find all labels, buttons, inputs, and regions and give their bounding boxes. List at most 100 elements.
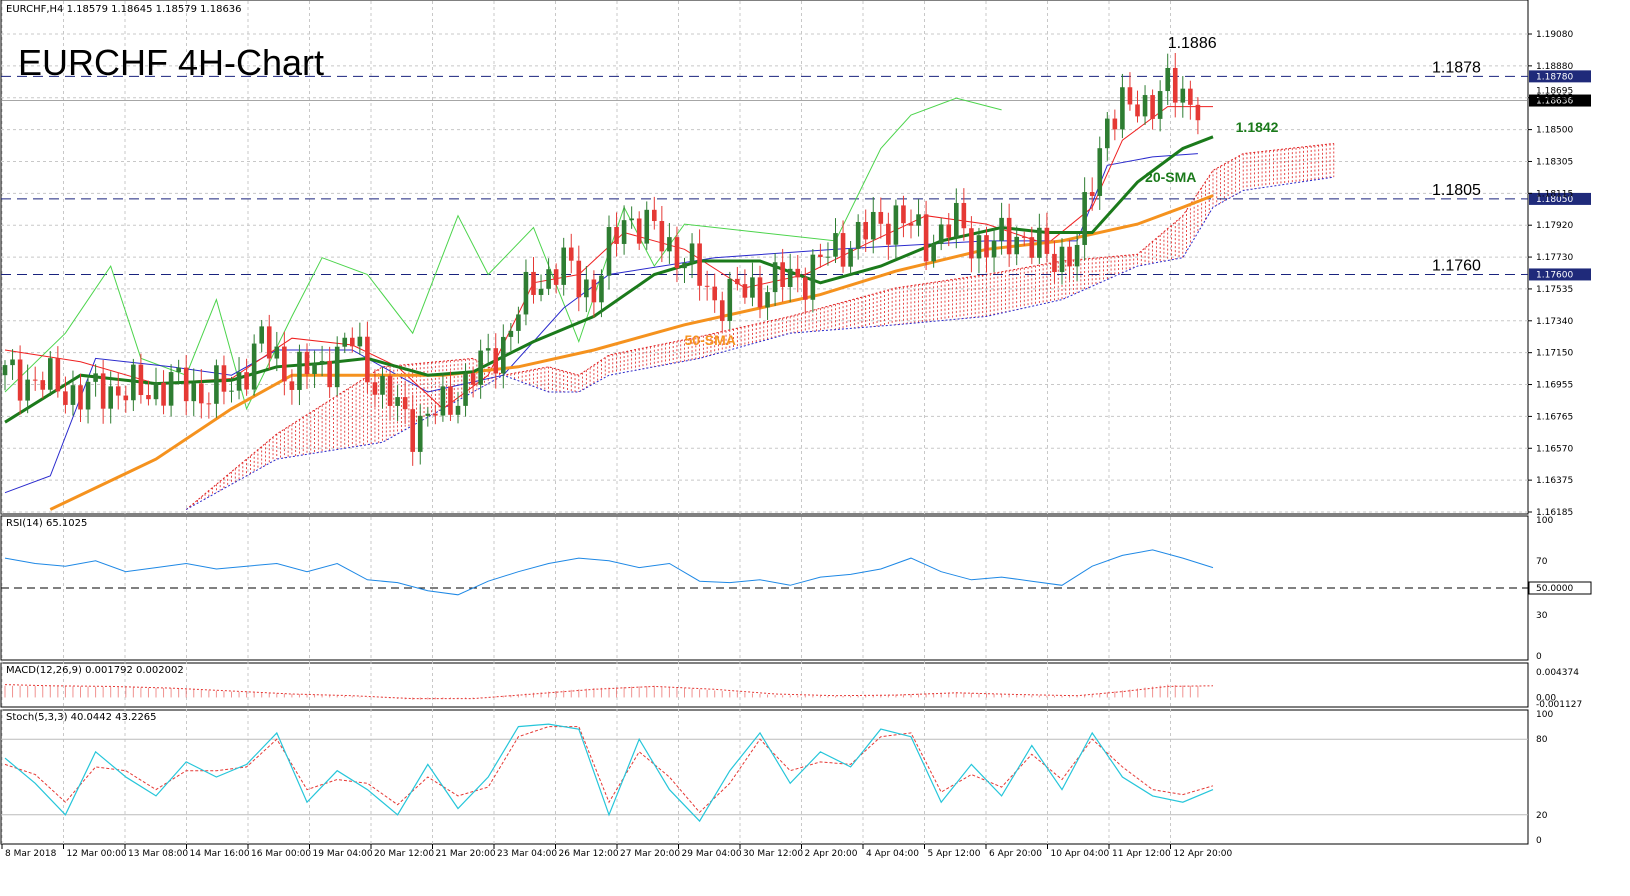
candle-body bbox=[425, 413, 431, 416]
candle-body bbox=[387, 375, 393, 406]
candle-body bbox=[584, 279, 589, 298]
rsi-tick-label: 50.0000 bbox=[1536, 584, 1573, 594]
candle-body bbox=[765, 292, 770, 308]
candle-body bbox=[1120, 87, 1125, 130]
level-label: 1.1760 bbox=[1432, 257, 1481, 274]
level-label: 1.1878 bbox=[1432, 59, 1481, 76]
candle-body bbox=[727, 278, 733, 321]
candle-body bbox=[825, 256, 831, 258]
x-tick-label: 29 Mar 04:00 bbox=[682, 849, 742, 859]
sma50-line bbox=[49, 194, 1214, 511]
x-tick-label: 2 Apr 20:00 bbox=[805, 849, 858, 859]
level-axis-box bbox=[1529, 70, 1591, 83]
candle-body bbox=[485, 348, 491, 351]
candle-body bbox=[297, 351, 302, 390]
macd-tick-label: -0.001127 bbox=[1536, 700, 1582, 710]
candle-body bbox=[1188, 88, 1193, 105]
candle-body bbox=[795, 268, 801, 278]
candle-body bbox=[161, 382, 166, 406]
candle-body bbox=[878, 211, 884, 224]
annotation-label: 1.1842 bbox=[1236, 119, 1279, 135]
candle-body bbox=[1014, 236, 1019, 255]
candle-body bbox=[961, 202, 967, 229]
candle-body bbox=[644, 209, 650, 244]
x-tick-label: 23 Mar 04:00 bbox=[497, 849, 557, 859]
candle-body bbox=[440, 386, 446, 416]
x-tick-label: 4 Apr 04:00 bbox=[866, 849, 919, 859]
candle-body bbox=[991, 240, 997, 258]
stoch-main-line bbox=[4, 723, 1214, 823]
x-tick-label: 13 Mar 08:00 bbox=[128, 849, 188, 859]
candle-body bbox=[1006, 217, 1012, 255]
candle-body bbox=[1021, 236, 1027, 238]
candle-body bbox=[523, 271, 529, 315]
rsi-tick-label: 0 bbox=[1536, 652, 1542, 662]
level-axis-label: 1.18050 bbox=[1536, 195, 1573, 205]
candle-body bbox=[1059, 246, 1065, 273]
candle-body bbox=[395, 397, 400, 406]
candle-body bbox=[221, 365, 227, 392]
candle-body bbox=[32, 379, 38, 381]
candle-body bbox=[531, 271, 536, 295]
stoch-signal-line bbox=[4, 726, 1214, 814]
x-tick-label: 11 Apr 12:00 bbox=[1112, 849, 1171, 859]
annotation-label: 1.1886 bbox=[1168, 35, 1217, 52]
candle-body bbox=[674, 237, 680, 269]
candle-body bbox=[735, 278, 740, 285]
y-tick-label: 1.17920 bbox=[1536, 221, 1573, 231]
annotation-label: 20-SMA bbox=[1145, 169, 1196, 185]
rsi-mid-box bbox=[1528, 581, 1592, 595]
x-tick-label: 20 Mar 12:00 bbox=[374, 849, 434, 859]
candle-body bbox=[206, 403, 212, 405]
stoch-tick-label: 0 bbox=[1536, 836, 1542, 846]
candle-body bbox=[606, 227, 612, 276]
candle-body bbox=[214, 365, 219, 404]
candle-body bbox=[516, 314, 521, 331]
grid-lines bbox=[1, 1, 1528, 844]
candle-body bbox=[274, 346, 280, 359]
current-price-label: 1.18636 bbox=[1536, 97, 1573, 107]
candle-body bbox=[621, 220, 627, 244]
candle-body bbox=[1105, 118, 1110, 149]
candle-body bbox=[1074, 244, 1080, 267]
candle-body bbox=[282, 346, 287, 382]
candle-body bbox=[810, 254, 816, 300]
candle-body bbox=[63, 391, 68, 405]
candle-body bbox=[893, 205, 899, 245]
candle-body bbox=[886, 223, 891, 245]
candle-body bbox=[1142, 95, 1148, 117]
y-tick-label: 1.17340 bbox=[1536, 317, 1573, 327]
candle-body bbox=[636, 218, 642, 244]
y-tick-label: 1.16185 bbox=[1536, 508, 1573, 518]
candle-body bbox=[70, 385, 76, 405]
candle-body bbox=[493, 348, 499, 374]
candle-body bbox=[48, 358, 53, 390]
x-tick-label: 21 Mar 20:00 bbox=[436, 849, 496, 859]
candle-body bbox=[855, 221, 861, 249]
candle-body bbox=[266, 326, 272, 359]
level-label: 1.1805 bbox=[1432, 182, 1481, 199]
senkou-span-a bbox=[185, 143, 1334, 510]
candle-body bbox=[410, 409, 415, 452]
candle-body bbox=[168, 372, 174, 406]
candle-body bbox=[115, 386, 121, 396]
level-axis-box bbox=[1529, 268, 1591, 281]
candle-body bbox=[123, 395, 129, 401]
candle-body bbox=[508, 330, 514, 337]
stoch-tick-label: 80 bbox=[1536, 735, 1548, 745]
indicator-lines: 1.1886 1.1842 20-SMA 50-SMA bbox=[4, 35, 1279, 511]
candle-body bbox=[1150, 95, 1155, 119]
candle-body bbox=[183, 367, 189, 402]
candle-body bbox=[576, 260, 582, 298]
candle-body bbox=[229, 390, 234, 392]
stoch-tick-label: 20 bbox=[1536, 811, 1548, 821]
candle-body bbox=[1195, 104, 1201, 121]
candle-body bbox=[131, 364, 136, 401]
candle-body bbox=[2, 365, 8, 376]
candle-body bbox=[100, 373, 106, 409]
rsi-tick-label: 100 bbox=[1536, 516, 1553, 526]
x-tick-label: 8 Mar 2018 bbox=[5, 849, 57, 859]
candle-body bbox=[334, 346, 340, 388]
candle-body bbox=[931, 243, 936, 262]
x-tick-label: 14 Mar 16:00 bbox=[190, 849, 250, 859]
